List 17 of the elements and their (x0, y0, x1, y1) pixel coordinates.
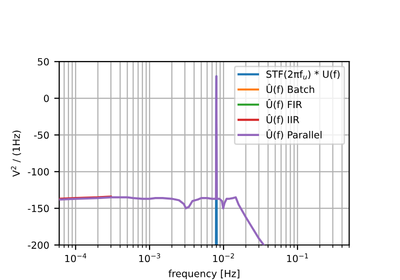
y-tick-label: -150 (28, 204, 49, 212)
y-axis-title: V$^{2}$ / (1Hz) (10, 130, 22, 177)
legend-label: STF(2πf$_{u}$) * U(f) (266, 70, 340, 80)
x-tick-label: 10$^{−1}$ (287, 253, 308, 262)
legend-label: Û(f) Batch (266, 84, 314, 94)
y-tick-label: 50 (38, 58, 49, 66)
x-tick-label: 10$^{−2}$ (213, 253, 234, 262)
x-tick-label: 10$^{−3}$ (139, 253, 160, 262)
y-tick-label: -100 (28, 168, 49, 176)
x-tick-label: 10$^{−4}$ (65, 253, 86, 262)
y-tick-label: -50 (34, 131, 49, 139)
y-tick-label: -200 (28, 241, 49, 249)
x-axis-title: frequency [Hz] (168, 270, 240, 280)
legend-label: Û(f) IIR (266, 114, 300, 124)
legend-label: Û(f) FIR (266, 99, 302, 110)
y-tick-label: 0 (44, 94, 49, 102)
legend-label: Û(f) Parallel (266, 129, 322, 140)
